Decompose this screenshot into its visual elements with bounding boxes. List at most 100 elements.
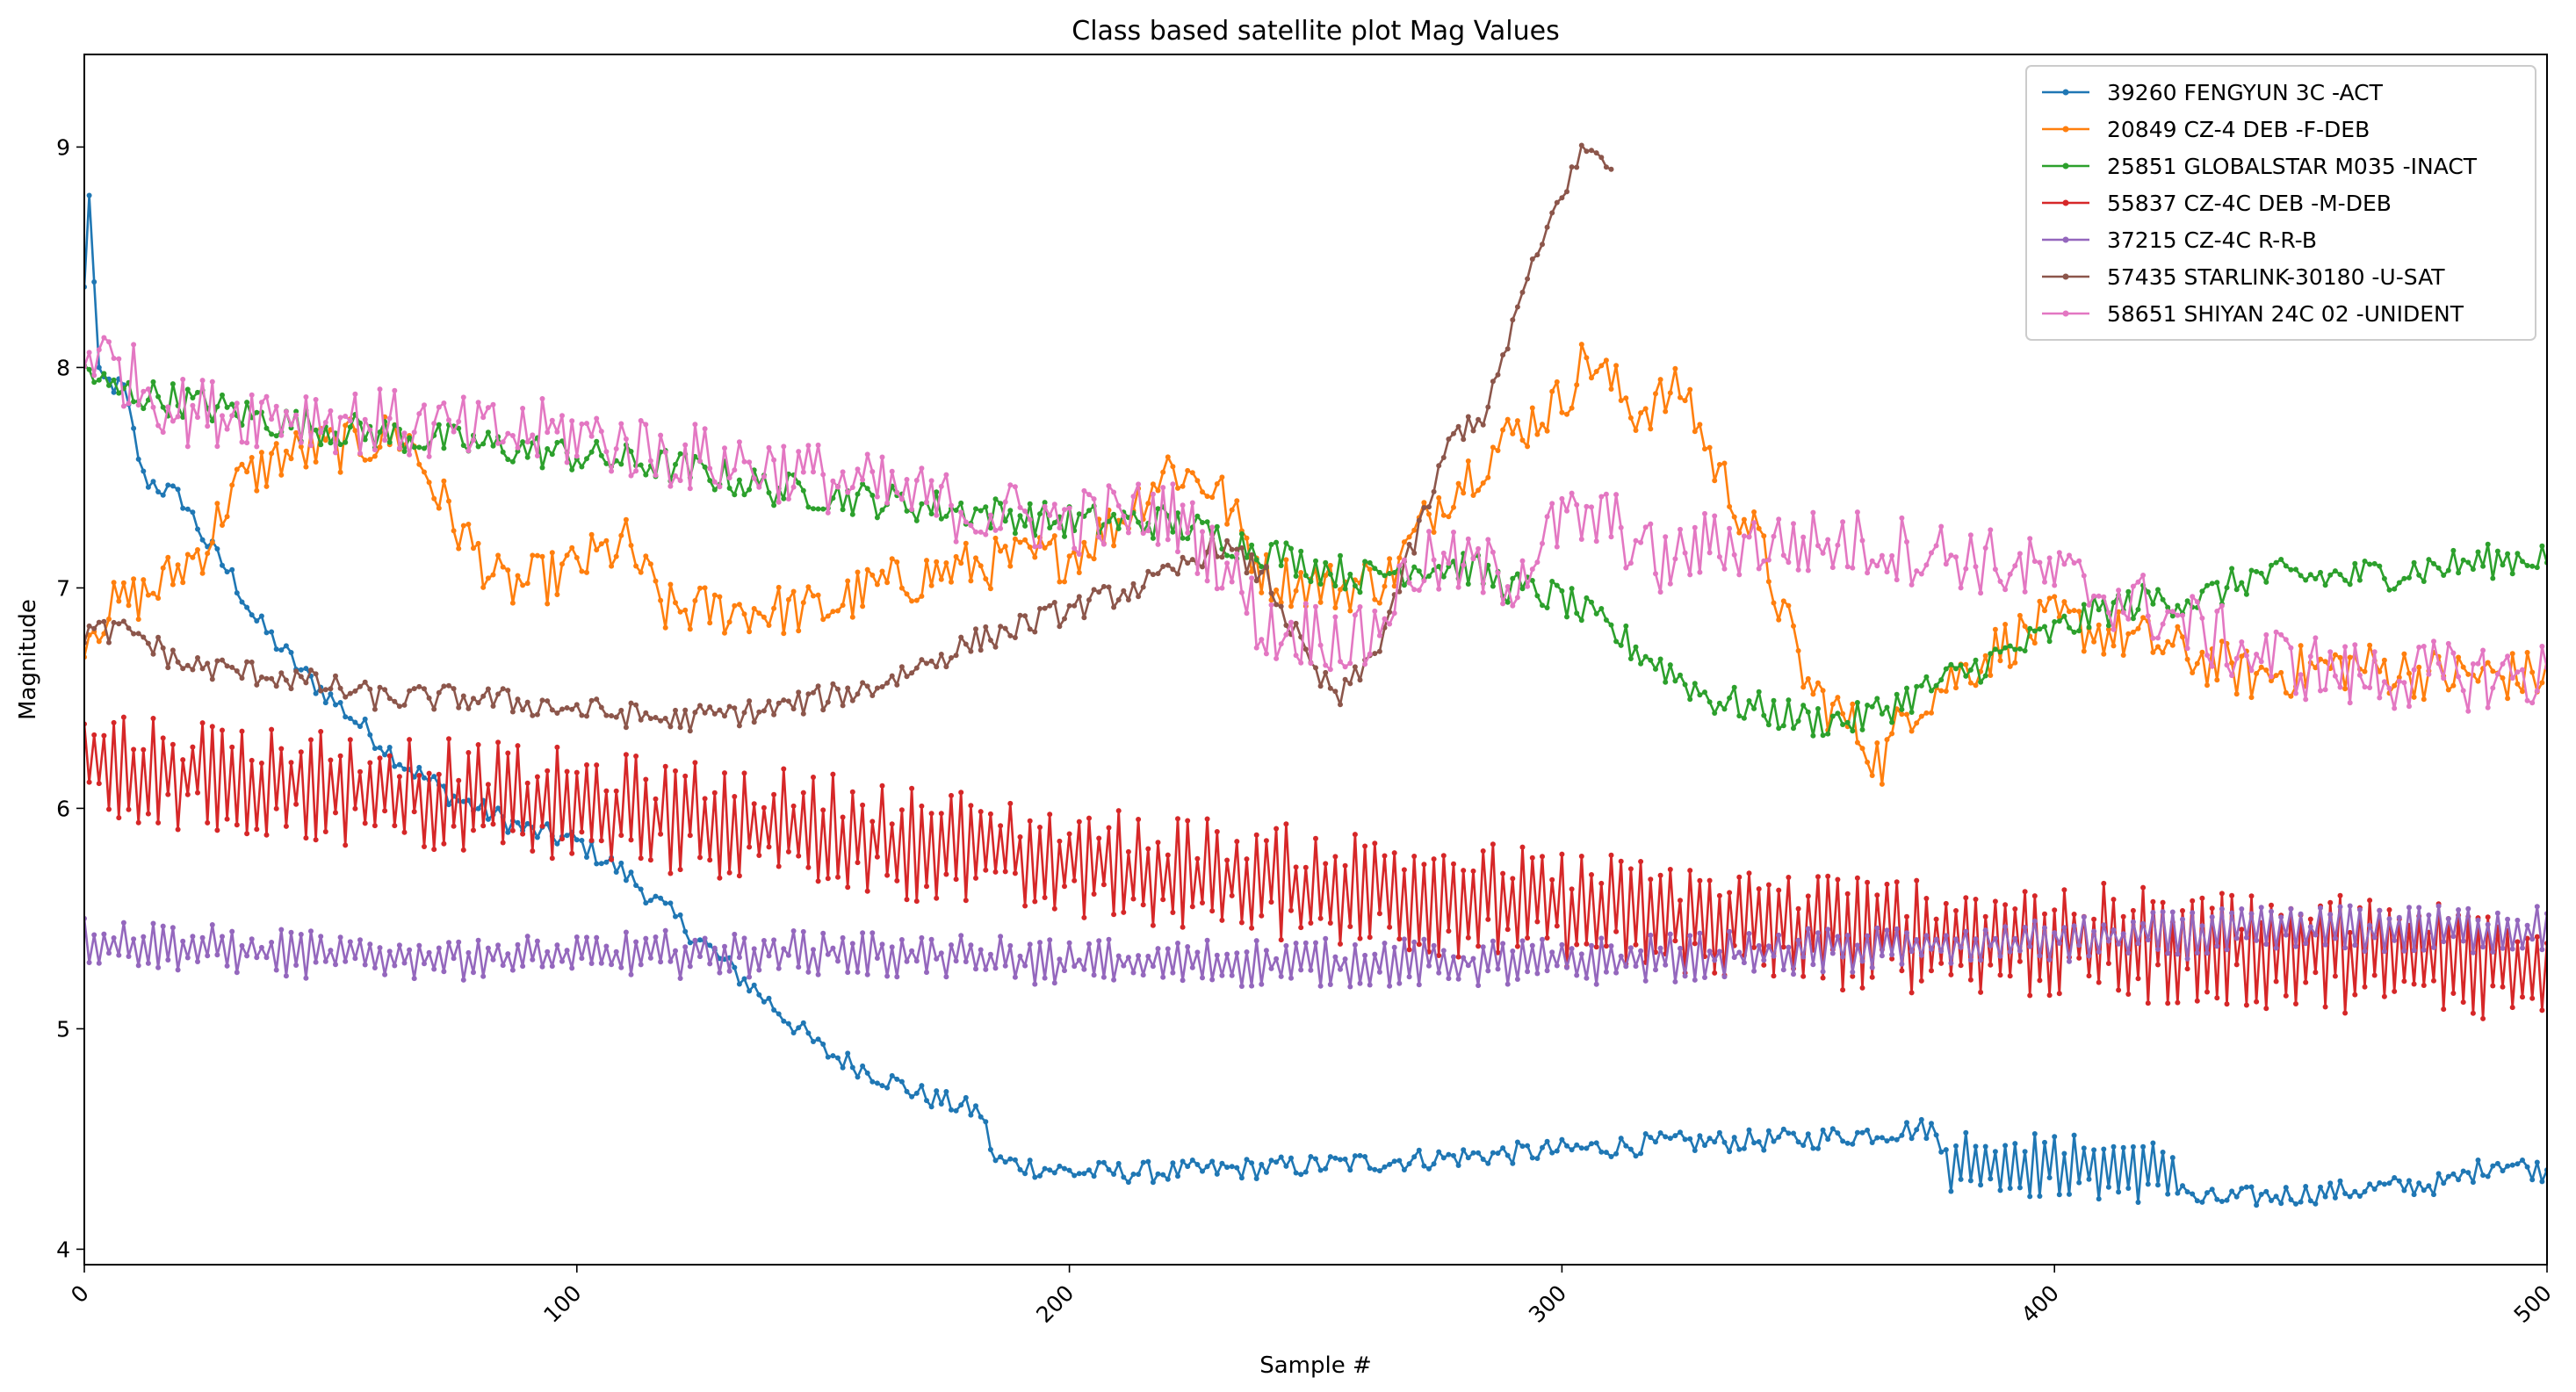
data-point [938, 950, 944, 956]
data-point [2318, 569, 2323, 575]
data-point [864, 486, 870, 492]
data-point [1923, 1136, 1930, 1142]
data-point [761, 938, 767, 943]
data-point [1476, 416, 1482, 422]
data-point [653, 934, 659, 940]
data-point [1017, 513, 1023, 519]
data-point [1406, 947, 1412, 953]
data-point [1702, 510, 1707, 516]
data-point [347, 690, 353, 696]
data-point [958, 933, 964, 939]
data-point [155, 634, 162, 640]
data-point [2081, 648, 2087, 654]
data-point [1869, 964, 1875, 970]
data-point [1155, 946, 1161, 952]
data-point [2071, 629, 2077, 635]
data-point [1396, 1158, 1403, 1164]
data-point [1514, 943, 1520, 949]
data-point [904, 958, 910, 964]
data-point [579, 829, 585, 835]
data-point [2278, 631, 2284, 638]
data-point [1638, 859, 1644, 864]
data-point [2406, 1178, 2412, 1184]
data-point [2263, 579, 2269, 585]
data-point [254, 487, 260, 494]
data-point [1603, 164, 1609, 170]
data-point [1973, 936, 1979, 942]
data-point [416, 773, 422, 778]
data-point [761, 473, 767, 480]
data-point [141, 934, 147, 940]
data-point [2278, 669, 2284, 675]
data-point [934, 512, 940, 518]
data-point [1638, 539, 1644, 545]
data-point [1820, 732, 1826, 739]
data-point [623, 436, 629, 442]
data-point [609, 563, 615, 569]
data-point [322, 420, 328, 425]
data-point [303, 464, 309, 470]
data-point [963, 540, 969, 546]
data-point [934, 489, 940, 495]
data-point [456, 419, 462, 424]
data-point [2233, 691, 2240, 697]
data-point [1958, 662, 1964, 668]
data-point [1042, 895, 1048, 900]
data-point [2367, 561, 2373, 567]
data-point [1894, 1136, 1900, 1143]
data-point [1372, 951, 1378, 957]
data-point [2233, 587, 2240, 593]
data-point [722, 770, 727, 776]
data-point [2101, 880, 2107, 886]
data-point [180, 377, 186, 382]
data-point [283, 408, 289, 415]
data-point [1889, 956, 1895, 962]
data-point [1274, 539, 1280, 545]
data-point [1589, 872, 1594, 877]
data-point [170, 925, 176, 931]
data-point [790, 1030, 797, 1035]
data-point [524, 780, 530, 786]
data-point [293, 668, 299, 674]
data-point [2392, 937, 2398, 943]
data-point [2529, 700, 2536, 706]
data-point [2199, 895, 2205, 901]
data-point [2367, 898, 2373, 904]
data-point [811, 947, 816, 953]
data-point [1894, 879, 1900, 885]
data-point [1342, 676, 1348, 682]
data-point [2386, 587, 2392, 593]
data-point [1327, 685, 1333, 691]
data-point [860, 802, 866, 808]
data-point [1367, 1165, 1373, 1172]
data-point [1051, 501, 1057, 508]
data-point [2254, 568, 2260, 574]
data-point [2337, 654, 2343, 660]
data-point [1238, 984, 1245, 989]
data-point [1657, 377, 1663, 383]
data-point [160, 735, 166, 741]
data-point [2307, 916, 2313, 922]
data-point [505, 567, 511, 573]
data-point [1416, 568, 1422, 574]
data-point [2017, 646, 2023, 652]
data-point [1721, 974, 1728, 980]
data-point [1121, 588, 1127, 594]
data-point [205, 819, 211, 826]
data-point [1180, 554, 1186, 560]
data-point [382, 752, 388, 758]
data-point [2520, 945, 2525, 951]
data-point [1096, 589, 1102, 595]
data-point [717, 707, 723, 713]
data-point [288, 422, 294, 428]
data-point [603, 943, 610, 949]
data-point [2125, 950, 2132, 956]
data-point [928, 811, 934, 817]
data-point [2475, 549, 2481, 555]
data-point [1224, 552, 1230, 559]
data-point [1204, 519, 1210, 525]
data-point [1214, 829, 1220, 834]
data-point [998, 1154, 1004, 1160]
data-point [480, 823, 487, 829]
data-point [1771, 533, 1777, 539]
